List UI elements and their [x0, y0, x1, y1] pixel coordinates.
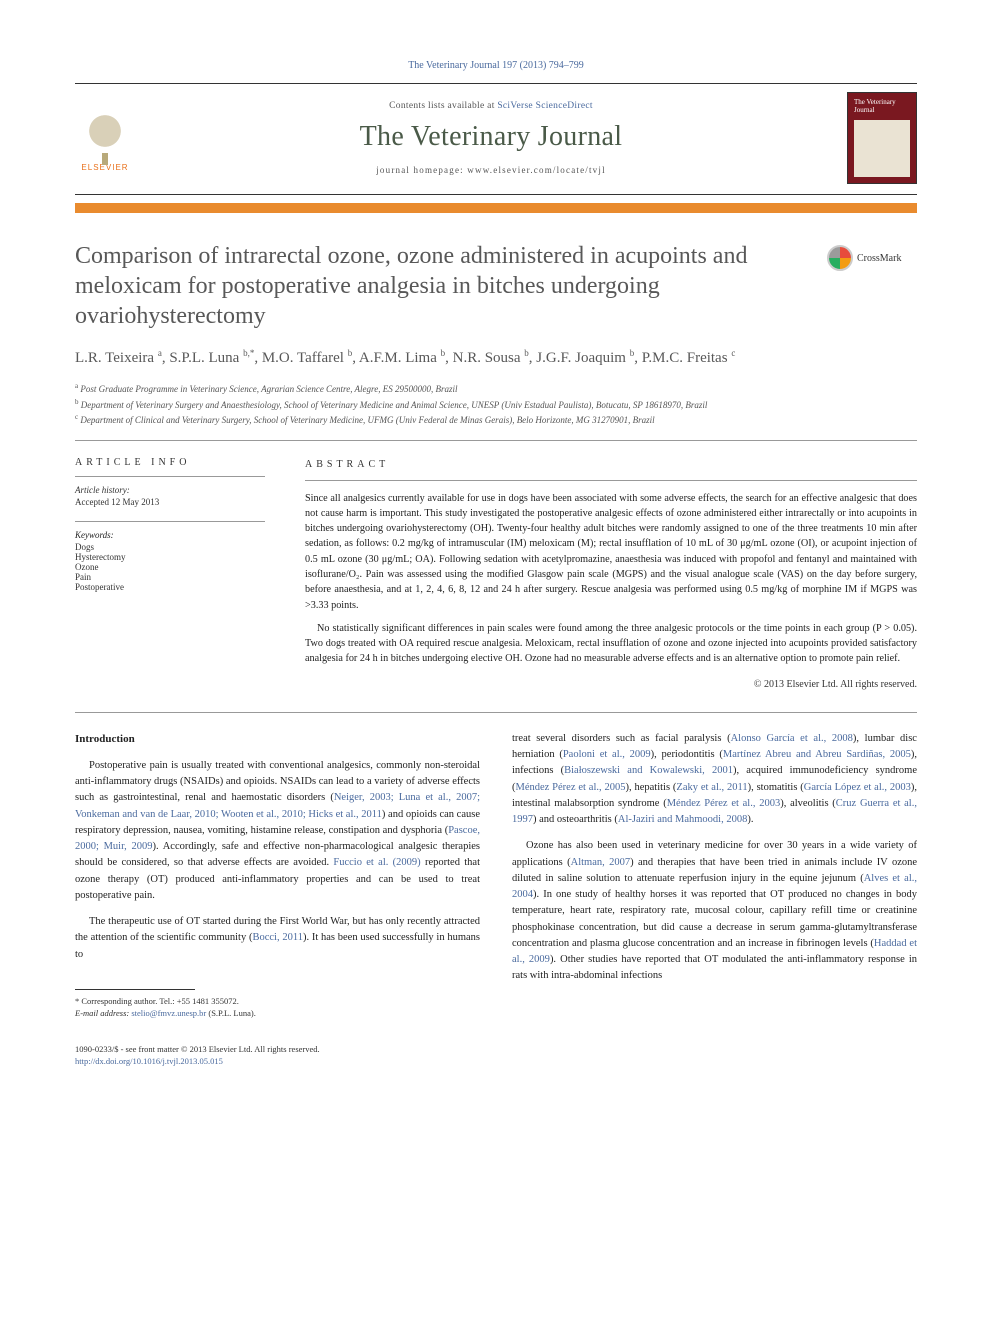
ref-link[interactable]: Paoloni et al., 2009	[563, 749, 651, 760]
keyword: Ozone	[75, 562, 265, 572]
ref-link[interactable]: Fuccio et al. (2009)	[333, 857, 420, 868]
homepage-line: journal homepage: www.elsevier.com/locat…	[147, 165, 835, 175]
title-row: Comparison of intrarectal ozone, ozone a…	[75, 241, 917, 331]
homepage-prefix: journal homepage:	[376, 165, 467, 175]
affiliation: c Department of Clinical and Veterinary …	[75, 412, 917, 428]
meta-row: ARTICLE INFO Article history: Accepted 1…	[75, 457, 917, 692]
journal-cover-thumb[interactable]: The Veterinary Journal	[847, 92, 917, 184]
footnote-separator	[75, 989, 195, 990]
intro-p1: Postoperative pain is usually treated wi…	[75, 758, 480, 904]
col-right: treat several disorders such as facial p…	[512, 731, 917, 1020]
citation-text[interactable]: The Veterinary Journal 197 (2013) 794–79…	[408, 60, 584, 71]
history-label: Article history:	[75, 485, 265, 495]
t: ), alveolitis (	[780, 798, 836, 809]
col-left: Introduction Postoperative pain is usual…	[75, 731, 480, 1020]
t: ). In one study of healthy horses it was…	[512, 889, 917, 949]
divider-2	[75, 712, 917, 713]
authors-line: L.R. Teixeira a, S.P.L. Luna b,*, M.O. T…	[75, 347, 917, 369]
intro-p2: The therapeutic use of OT started during…	[75, 914, 480, 963]
issn-line: 1090-0233/$ - see front matter © 2013 El…	[75, 1044, 917, 1056]
email-line: E-mail address: stelio@fmvz.unesp.br (S.…	[75, 1008, 480, 1020]
cover-title: The Veterinary Journal	[854, 99, 910, 114]
elsevier-tree-icon	[80, 111, 130, 161]
ref-link[interactable]: Altman, 2007	[571, 857, 631, 868]
ref-link[interactable]: Alonso García et al., 2008	[731, 733, 853, 744]
journal-name: The Veterinary Journal	[147, 121, 835, 153]
divider	[75, 440, 917, 441]
ref-link[interactable]: Martínez Abreu and Abreu Sardiñas, 2005	[723, 749, 911, 760]
sciencedirect-link[interactable]: SciVerse ScienceDirect	[497, 101, 593, 111]
intro-heading: Introduction	[75, 731, 480, 748]
ref-link[interactable]: Al-Jaziri and Mahmoodi, 2008	[618, 814, 747, 825]
elsevier-logo[interactable]: ELSEVIER	[75, 104, 135, 172]
t: treat several disorders such as facial p…	[512, 733, 731, 744]
accepted-date: Accepted 12 May 2013	[75, 497, 265, 507]
intro-p3: treat several disorders such as facial p…	[512, 731, 917, 829]
keywords-list: DogsHysterectomyOzonePainPostoperative	[75, 542, 265, 592]
ref-link[interactable]: Méndez Pérez et al., 2005	[516, 782, 626, 793]
abstract-copyright: © 2013 Elsevier Ltd. All rights reserved…	[305, 677, 917, 692]
t: ). Other studies have reported that OT m…	[512, 954, 917, 981]
intro-p4: Ozone has also been used in veterinary m…	[512, 838, 917, 984]
article-info-box: ARTICLE INFO Article history: Accepted 1…	[75, 457, 265, 692]
ref-link[interactable]: Zaky et al., 2011	[676, 782, 747, 793]
homepage-url[interactable]: www.elsevier.com/locate/tvjl	[467, 165, 605, 175]
article-info-heading: ARTICLE INFO	[75, 457, 265, 468]
ref-link[interactable]: Białoszewski and Kowalewski, 2001	[564, 765, 733, 776]
abstract-divider	[305, 480, 917, 481]
page-footer: 1090-0233/$ - see front matter © 2013 El…	[75, 1044, 917, 1068]
info-divider	[75, 476, 265, 477]
keyword: Pain	[75, 572, 265, 582]
t: ), hepatitis (	[626, 782, 677, 793]
keyword: Dogs	[75, 542, 265, 552]
t: ).	[747, 814, 753, 825]
crossmark-icon	[827, 245, 853, 271]
ref-link[interactable]: Méndez Pérez et al., 2003	[667, 798, 781, 809]
email-name: (S.P.L. Luna).	[208, 1008, 255, 1018]
corresponding-line: * Corresponding author. Tel.: +55 1481 3…	[75, 996, 480, 1008]
contents-prefix: Contents lists available at	[389, 101, 497, 111]
header-center: Contents lists available at SciVerse Sci…	[147, 101, 835, 175]
corresponding-footnote: * Corresponding author. Tel.: +55 1481 3…	[75, 996, 480, 1020]
keywords-label: Keywords:	[75, 521, 265, 540]
t: ), stomatitis (	[748, 782, 804, 793]
abstract-heading: ABSTRACT	[305, 457, 917, 472]
crossmark-label: CrossMark	[857, 253, 901, 264]
email-label: E-mail address:	[75, 1008, 129, 1018]
keyword: Hysterectomy	[75, 552, 265, 562]
abstract-p2: No statistically significant differences…	[305, 621, 917, 667]
abstract-p1: Since all analgesics currently available…	[305, 491, 917, 613]
affiliation: a Post Graduate Programme in Veterinary …	[75, 381, 917, 397]
abstract-box: ABSTRACT Since all analgesics currently …	[305, 457, 917, 692]
accent-bar	[75, 203, 917, 213]
body-columns: Introduction Postoperative pain is usual…	[75, 731, 917, 1020]
affiliations: a Post Graduate Programme in Veterinary …	[75, 381, 917, 428]
journal-header: ELSEVIER Contents lists available at Sci…	[75, 83, 917, 195]
cover-body	[854, 120, 910, 177]
page: The Veterinary Journal 197 (2013) 794–79…	[0, 0, 992, 1108]
affiliation: b Department of Veterinary Surgery and A…	[75, 397, 917, 413]
crossmark-badge[interactable]: CrossMark	[827, 245, 917, 271]
contents-available-line: Contents lists available at SciVerse Sci…	[147, 101, 835, 111]
keyword: Postoperative	[75, 582, 265, 592]
doi-link[interactable]: http://dx.doi.org/10.1016/j.tvjl.2013.05…	[75, 1056, 917, 1068]
ref-link[interactable]: García López et al., 2003	[804, 782, 911, 793]
t: ), periodontitis (	[651, 749, 723, 760]
email-link[interactable]: stelio@fmvz.unesp.br	[131, 1008, 206, 1018]
citation-line: The Veterinary Journal 197 (2013) 794–79…	[75, 60, 917, 71]
t: ) and osteoarthritis (	[533, 814, 618, 825]
article-title: Comparison of intrarectal ozone, ozone a…	[75, 241, 807, 331]
ref-link[interactable]: Bocci, 2011	[252, 932, 302, 943]
